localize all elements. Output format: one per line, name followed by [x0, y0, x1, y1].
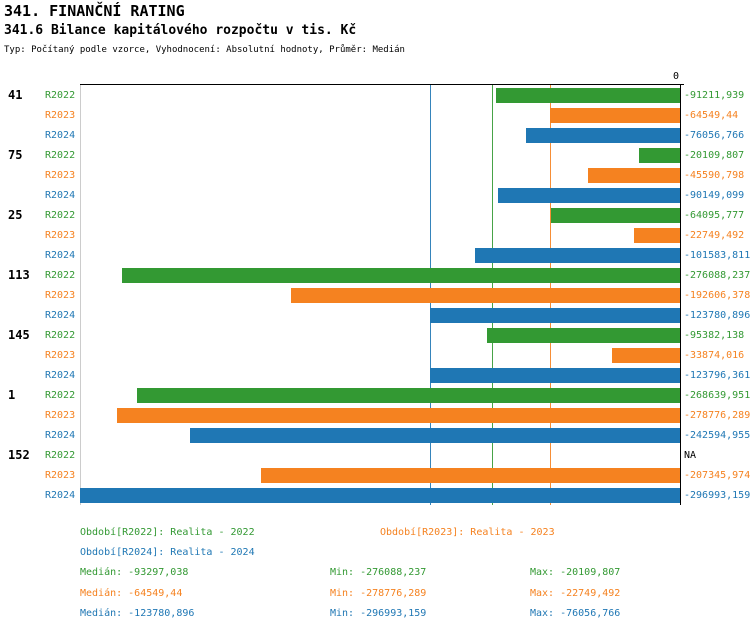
value-113-r2023: -192606,378	[684, 290, 750, 301]
value-41-r2023: -64549,44	[684, 110, 739, 121]
bar-152-r2024	[80, 488, 680, 503]
bar-25-r2023	[634, 228, 680, 243]
bar-1-r2023	[116, 408, 680, 423]
series-label-75-r2024: R2024	[45, 190, 76, 201]
series-label-113-r2023: R2023	[45, 290, 76, 301]
series-label-113-r2022: R2022	[45, 270, 76, 281]
series-label-113-r2024: R2024	[45, 310, 76, 321]
series-label-145-r2023: R2023	[45, 350, 76, 361]
bar-145-r2022	[487, 328, 680, 343]
series-label-25-r2023: R2023	[45, 230, 76, 241]
stat-median-r2022: Medián: -93297,038	[80, 567, 189, 578]
series-label-152-r2023: R2023	[45, 470, 76, 481]
bar-113-r2023	[290, 288, 680, 303]
group-label-75: 75	[8, 148, 23, 162]
series-label-152-r2024: R2024	[45, 490, 76, 501]
group-label-145: 145	[8, 328, 30, 342]
axis-top-line	[80, 84, 684, 85]
series-label-25-r2024: R2024	[45, 250, 76, 261]
series-label-25-r2022: R2022	[45, 210, 76, 221]
plot-area: 41 R2022 -91211,939 R2023 -64549,44 R2024 -760…	[0, 84, 750, 505]
bar-113-r2022	[122, 268, 680, 283]
bar-75-r2024	[497, 188, 680, 203]
value-1-r2024: -242594,955	[684, 430, 750, 441]
group-label-41: 41	[8, 88, 23, 102]
series-label-75-r2022: R2022	[45, 150, 76, 161]
bar-1-r2022	[137, 388, 680, 403]
plot-left-gridline	[80, 85, 81, 505]
bar-25-r2024	[474, 248, 680, 263]
value-145-r2022: -95382,138	[684, 330, 745, 341]
stat-median-r2023: Medián: -64549,44	[80, 588, 183, 599]
group-label-113: 113	[8, 268, 30, 282]
series-label-152-r2022: R2022	[45, 450, 76, 461]
value-152-r2022: NA	[684, 450, 697, 461]
value-152-r2023: -207345,974	[684, 470, 750, 481]
value-75-r2024: -90149,099	[684, 190, 745, 201]
value-41-r2024: -76056,766	[684, 130, 745, 141]
series-label-1-r2022: R2022	[45, 390, 76, 401]
group-label-152: 152	[8, 448, 30, 462]
series-label-75-r2023: R2023	[45, 170, 76, 181]
bar-75-r2023	[587, 168, 680, 183]
stat-max-r2022: Max: -20109,807	[530, 567, 621, 578]
stat-max-r2023: Max: -22749,492	[530, 588, 621, 599]
stat-min-r2022: Min: -276088,237	[330, 567, 427, 578]
series-label-41-r2023: R2023	[45, 110, 76, 121]
stat-max-r2024: Max: -76056,766	[530, 608, 621, 619]
value-152-r2024: -296993,159	[684, 490, 750, 501]
bar-152-r2023	[261, 468, 680, 483]
value-25-r2022: -64095,777	[684, 210, 745, 221]
value-145-r2024: -123796,361	[684, 370, 750, 381]
series-label-145-r2024: R2024	[45, 370, 76, 381]
bar-41-r2024	[526, 128, 680, 143]
value-145-r2023: -33874,016	[684, 350, 745, 361]
value-25-r2023: -22749,492	[684, 230, 745, 241]
value-113-r2024: -123780,896	[684, 310, 750, 321]
value-1-r2022: -268639,951	[684, 390, 750, 401]
bar-145-r2024	[429, 368, 680, 383]
chart-meta: Typ: Počítaný podle vzorce, Vyhodnocení:…	[4, 45, 405, 55]
series-label-41-r2022: R2022	[45, 90, 76, 101]
bar-1-r2024	[189, 428, 680, 443]
series-label-1-r2024: R2024	[45, 430, 76, 441]
value-75-r2023: -45590,798	[684, 170, 745, 181]
bar-113-r2024	[429, 308, 680, 323]
value-41-r2022: -91211,939	[684, 90, 745, 101]
bar-145-r2023	[611, 348, 680, 363]
value-1-r2023: -278776,289	[684, 410, 750, 421]
bar-41-r2023	[549, 108, 680, 123]
axis-zero-label: 0	[673, 71, 680, 82]
bar-75-r2022	[639, 148, 680, 163]
axis-zero-line	[680, 85, 681, 505]
legend-r2024: Období[R2024]: Realita - 2024	[80, 547, 255, 558]
group-label-1: 1	[8, 388, 16, 402]
group-label-25: 25	[8, 208, 23, 222]
stat-min-r2023: Min: -278776,289	[330, 588, 427, 599]
value-75-r2022: -20109,807	[684, 150, 745, 161]
value-25-r2024: -101583,811	[684, 250, 750, 261]
series-label-1-r2023: R2023	[45, 410, 76, 421]
page-title: 341. FINANČNÍ RATING	[4, 2, 185, 20]
bar-25-r2022	[550, 208, 680, 223]
stat-median-r2024: Medián: -123780,896	[80, 608, 195, 619]
series-label-41-r2024: R2024	[45, 130, 76, 141]
chart-title: 341.6 Bilance kapitálového rozpočtu v ti…	[4, 23, 357, 38]
series-label-145-r2022: R2022	[45, 330, 76, 341]
value-113-r2022: -276088,237	[684, 270, 750, 281]
bar-41-r2022	[495, 88, 680, 103]
legend-r2022: Období[R2022]: Realita - 2022	[80, 527, 255, 538]
stat-min-r2024: Min: -296993,159	[330, 608, 427, 619]
legend-r2023: Období[R2023]: Realita - 2023	[380, 527, 555, 538]
